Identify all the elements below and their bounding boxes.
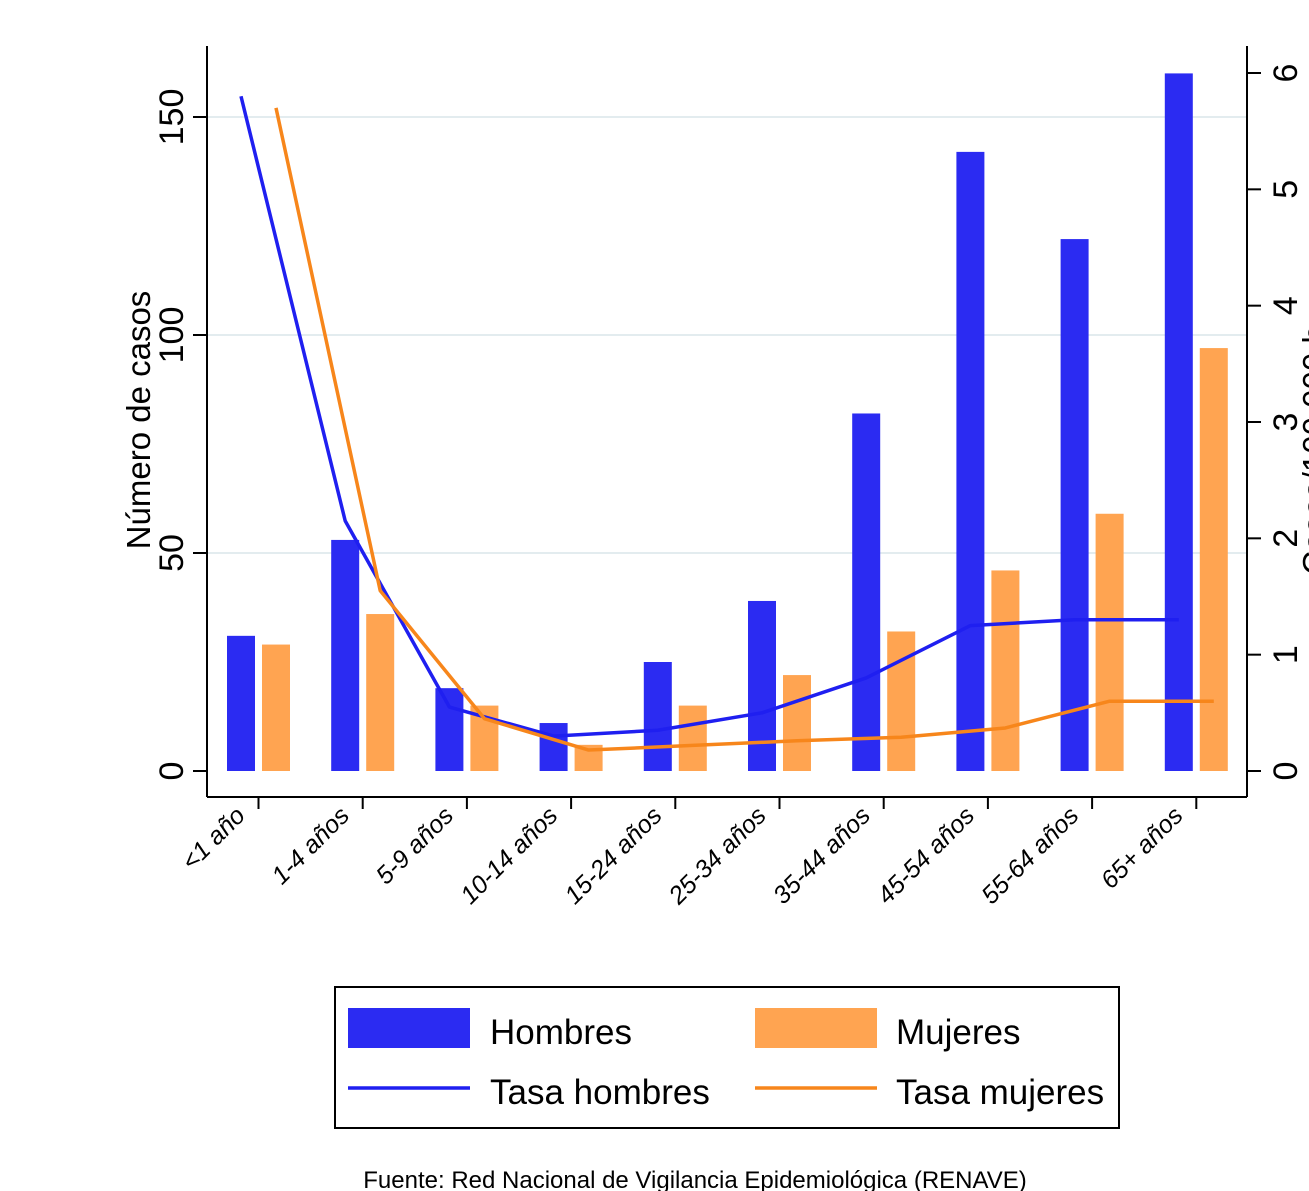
bar-hombres	[852, 413, 881, 771]
y2-tick-label: 0	[1267, 762, 1305, 781]
bar-hombres	[539, 723, 568, 771]
y-tick-label: 150	[153, 89, 191, 146]
y2-tick-label: 4	[1267, 296, 1305, 315]
y2-tick-label: 3	[1267, 413, 1305, 432]
bar-mujeres	[887, 631, 916, 771]
bar-mujeres	[1095, 513, 1124, 771]
y2-tick-label: 6	[1267, 64, 1305, 83]
legend: Hombres Mujeres Tasa hombres Tasa mujere…	[334, 986, 1120, 1129]
y-tick-label: 50	[153, 534, 191, 572]
y2-tick-label: 5	[1267, 180, 1305, 199]
bar-hombres	[331, 539, 360, 771]
bar-hombres	[748, 600, 776, 771]
bar-hombres	[1060, 239, 1089, 771]
legend-swatch-mujeres	[755, 1008, 877, 1048]
y-tick-label: 0	[153, 762, 191, 781]
bar-mujeres	[1199, 348, 1228, 771]
y-tick-label: 100	[153, 307, 191, 364]
legend-label-tasa-mujeres: Tasa mujeres	[896, 1073, 1104, 1112]
legend-swatch-hombres	[348, 1008, 470, 1048]
legend-label-hombres: Hombres	[490, 1013, 632, 1052]
bar-hombres	[227, 635, 255, 771]
bar-mujeres	[783, 675, 811, 771]
bar-hombres	[956, 151, 985, 771]
bar-mujeres	[366, 614, 395, 771]
y2-tick-label: 2	[1267, 529, 1305, 548]
y2-axis-title: Casos/100.000 h	[1296, 325, 1309, 575]
bar-mujeres	[678, 705, 707, 771]
bar-hombres	[643, 662, 672, 771]
y-axis-title: Número de casos	[120, 291, 157, 550]
y2-tick-label: 1	[1267, 645, 1305, 664]
rate-lines	[239, 95, 1214, 752]
bar-mujeres	[991, 570, 1020, 771]
line-tasa-mujeres	[274, 107, 1214, 752]
legend-label-mujeres: Mujeres	[896, 1013, 1020, 1052]
bar-hombres	[1164, 73, 1193, 771]
bar-mujeres	[262, 644, 290, 771]
legend-label-tasa-hombres: Tasa hombres	[490, 1073, 710, 1112]
source-note: Fuente: Red Nacional de Vigilancia Epide…	[363, 1167, 1026, 1191]
bar-hombres	[435, 688, 464, 771]
